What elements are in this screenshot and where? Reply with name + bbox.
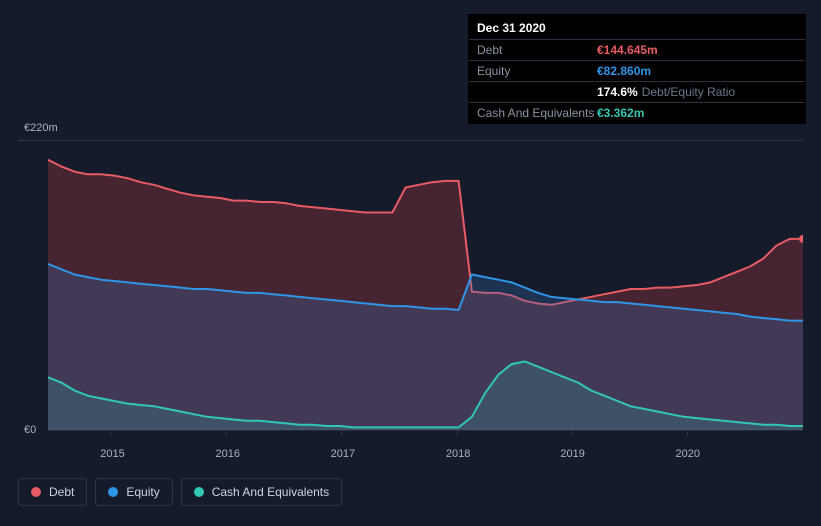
legend-item-debt[interactable]: Debt (18, 478, 87, 506)
tooltip-row-label (477, 85, 597, 99)
x-axis-year-label: 2016 (215, 448, 239, 460)
x-axis-year-label: 2017 (331, 448, 355, 460)
y-axis-max-label: €220m (24, 122, 58, 134)
legend-item-cash-and-equivalents[interactable]: Cash And Equivalents (181, 478, 342, 506)
chart-container: { "tooltip": { "date": "Dec 31 2020", "r… (0, 0, 821, 526)
tooltip-row: Equity€82.860m (469, 60, 805, 81)
tooltip-row-label: Equity (477, 64, 597, 78)
legend-swatch (194, 487, 204, 497)
tooltip-panel: Dec 31 2020 Debt€144.645mEquity€82.860m1… (468, 14, 806, 124)
tooltip-date: Dec 31 2020 (469, 15, 805, 39)
tooltip-row-label: Cash And Equivalents (477, 106, 597, 120)
legend-label: Debt (49, 485, 74, 499)
tooltip-row-value: €144.645m (597, 43, 658, 57)
legend-label: Equity (126, 485, 159, 499)
x-axis-year-label: 2019 (560, 448, 584, 460)
tooltip-row-label: Debt (477, 43, 597, 57)
legend-swatch (31, 487, 41, 497)
tooltip-row: Debt€144.645m (469, 39, 805, 60)
x-axis-year-label: 2020 (676, 448, 700, 460)
legend: Debt Equity Cash And Equivalents (18, 478, 342, 506)
legend-label: Cash And Equivalents (212, 485, 329, 499)
tooltip-row: Cash And Equivalents€3.362m (469, 102, 805, 123)
legend-item-equity[interactable]: Equity (95, 478, 172, 506)
tooltip-row-value: €82.860m (597, 64, 651, 78)
area-chart[interactable] (18, 140, 803, 440)
legend-swatch (108, 487, 118, 497)
tooltip-row-value: €3.362m (597, 106, 644, 120)
tooltip-row: 174.6% Debt/Equity Ratio (469, 81, 805, 102)
tooltip-row-value: 174.6% (597, 85, 638, 99)
x-axis-year-label: 2015 (100, 448, 124, 460)
x-axis-year-label: 2018 (446, 448, 470, 460)
tooltip-row-extra: Debt/Equity Ratio (642, 85, 735, 99)
